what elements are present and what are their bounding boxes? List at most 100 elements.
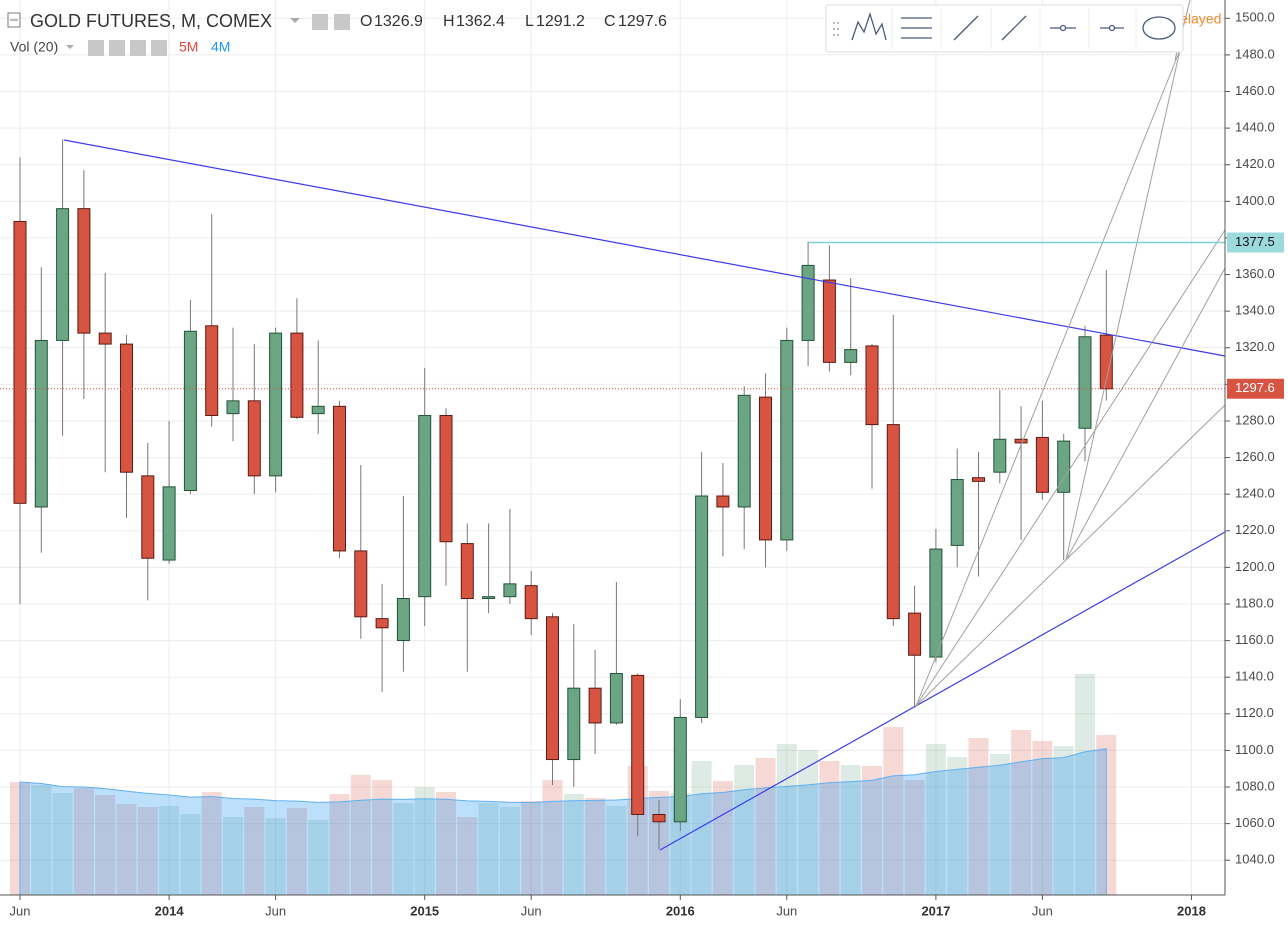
add-icon[interactable] xyxy=(130,40,146,56)
candle-body xyxy=(77,208,91,334)
volume-bar xyxy=(265,818,286,895)
x-tick-label: 2014 xyxy=(155,903,185,918)
volume-bar xyxy=(372,780,393,895)
y-tick-label: 1400.0 xyxy=(1235,193,1275,208)
volume-bar xyxy=(968,738,989,895)
ohlc-value: 1291.2 xyxy=(536,13,585,30)
ohlc-letter: O xyxy=(360,13,372,30)
ohlc-value: 1326.9 xyxy=(374,13,423,30)
volume-bar xyxy=(542,780,563,895)
candle-body xyxy=(737,394,751,508)
settings-icon[interactable] xyxy=(334,14,350,30)
candle-body xyxy=(801,264,815,341)
y-tick-label: 1440.0 xyxy=(1235,120,1275,135)
candle-body xyxy=(695,495,709,718)
candle-body xyxy=(482,596,496,599)
y-tick-label: 1500.0 xyxy=(1235,10,1275,25)
candle-body xyxy=(993,438,1007,473)
y-tick-label: 1080.0 xyxy=(1235,778,1275,793)
y-tick-label: 1260.0 xyxy=(1235,449,1275,464)
volume-bar xyxy=(116,804,137,895)
level-label: 1377.5 xyxy=(1235,234,1275,249)
y-tick-label: 1320.0 xyxy=(1235,339,1275,354)
candle-body xyxy=(609,673,623,724)
drawing-toolbar xyxy=(825,4,1184,53)
volume-bar xyxy=(904,780,925,895)
volume-bar xyxy=(925,744,946,895)
fan-line xyxy=(1065,49,1181,561)
y-tick-label: 1240.0 xyxy=(1235,486,1275,501)
tool-trend-line[interactable] xyxy=(953,15,979,41)
volume-title: Vol (20) xyxy=(10,39,58,55)
volume-bar xyxy=(563,794,584,895)
volume-bar xyxy=(329,794,350,895)
remove-icon[interactable] xyxy=(151,40,167,56)
dropdown-icon[interactable] xyxy=(290,18,300,23)
volume-bar xyxy=(31,785,52,895)
y-tick-label: 1120.0 xyxy=(1235,705,1274,720)
y-tick-label: 1060.0 xyxy=(1235,815,1275,830)
x-tick-label: Jun xyxy=(776,903,797,918)
y-tick-label: 1220.0 xyxy=(1235,522,1275,537)
candle-body xyxy=(1014,438,1028,444)
volume-bar xyxy=(308,820,329,895)
volume-ma-value: 4M xyxy=(211,39,230,55)
y-tick-label: 1280.0 xyxy=(1235,412,1275,427)
trend-line xyxy=(659,531,1226,851)
candle-body xyxy=(205,325,219,416)
candle-body xyxy=(162,486,176,561)
volume-bar xyxy=(223,817,243,895)
dropdown-icon[interactable] xyxy=(66,45,74,49)
volume-bar xyxy=(1032,741,1053,895)
x-tick-label: Jun xyxy=(10,903,31,918)
candle-body xyxy=(439,414,453,543)
drawings xyxy=(63,0,1226,851)
volume-bar xyxy=(436,792,456,895)
candle-body xyxy=(98,332,112,345)
tool-fib[interactable] xyxy=(901,17,932,39)
candle-body xyxy=(290,332,304,418)
candle-body xyxy=(524,585,538,620)
volume-ma-area xyxy=(19,748,1107,896)
volume-bar xyxy=(521,801,542,895)
volume-bar xyxy=(393,803,414,895)
drag-handle xyxy=(832,21,840,37)
tool-ellipse[interactable] xyxy=(1142,16,1176,40)
fan-line xyxy=(1065,267,1226,561)
last-price-label: 1297.6 xyxy=(1235,380,1275,395)
collapse-icon[interactable] xyxy=(7,12,21,28)
candle-body xyxy=(1099,334,1113,390)
volume-bar xyxy=(180,814,201,895)
x-tick-label: 2017 xyxy=(921,903,950,918)
eye-icon[interactable] xyxy=(88,40,104,56)
volume-bar xyxy=(989,754,1010,895)
eye-icon[interactable] xyxy=(312,14,328,30)
candle-body xyxy=(844,349,858,363)
candle-body xyxy=(929,548,943,658)
last-price-box xyxy=(1227,378,1284,399)
fan-line xyxy=(915,229,1226,707)
x-tick-label: Jun xyxy=(265,903,286,918)
price-axis xyxy=(1225,0,1288,895)
volume-bar xyxy=(606,806,627,895)
y-tick-label: 1160.0 xyxy=(1235,632,1274,647)
tool-ray[interactable] xyxy=(1001,15,1027,41)
volume-bar xyxy=(947,757,968,895)
candle-body xyxy=(354,550,368,618)
volume-bar xyxy=(734,765,755,895)
volume-bar xyxy=(755,758,776,895)
candle-body xyxy=(269,332,283,477)
candle-body xyxy=(375,618,389,629)
settings-icon[interactable] xyxy=(109,40,125,56)
legend-header: GOLD FUTURES, M, COMEX O 1326.9 H 1362.4… xyxy=(7,11,1221,56)
tool-pattern[interactable] xyxy=(851,11,887,41)
volume-bar xyxy=(499,807,520,895)
candle-body xyxy=(311,405,325,415)
candle-body xyxy=(716,495,730,508)
volume-bar xyxy=(585,798,606,895)
y-tick-label: 1460.0 xyxy=(1235,83,1275,98)
volume-bar xyxy=(457,817,478,895)
candle-body xyxy=(56,208,70,341)
volume-bar xyxy=(1053,746,1074,895)
